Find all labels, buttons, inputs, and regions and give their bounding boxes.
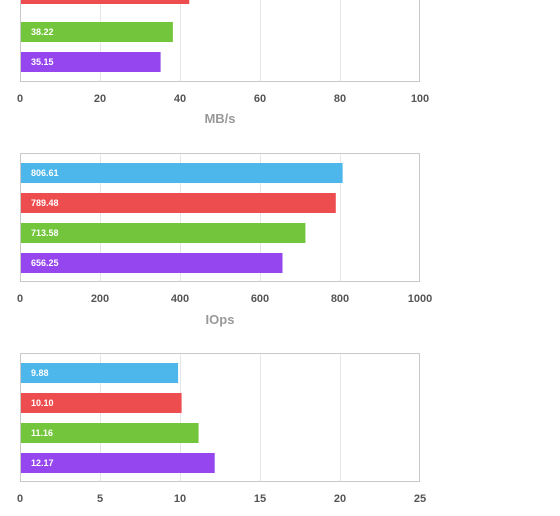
x-axis-title: IOps [206,312,235,327]
x-tick-label: 0 [17,293,23,305]
bar-latency-2 [21,423,199,443]
bar-value-label: 806.61 [31,168,59,178]
bar-value-label: 11.16 [31,428,53,438]
bar-value-label: 38.22 [31,27,54,37]
x-tick-label: 20 [94,93,106,105]
bar-value-label: 12.17 [31,458,54,468]
x-tick-label: 800 [331,293,349,305]
bar-latency-1 [21,393,182,413]
x-tick-label: 1000 [408,293,432,305]
plot-frame [20,153,420,282]
bar-value-label: 789.48 [31,198,59,208]
x-tick-label: 80 [334,93,346,105]
bar-value-label: 713.58 [31,228,59,238]
x-tick-label: 0 [17,493,23,505]
bar-value-label: 9.88 [31,368,49,378]
x-axis-title: MB/s [204,111,235,126]
bar-latency-3 [21,453,215,473]
bar-latency-0 [21,363,179,383]
bar-iops-1 [21,193,336,213]
bar-throughput-3 [21,52,161,72]
bar-iops-3 [21,253,283,273]
x-tick-label: 400 [171,293,189,305]
x-tick-label: 600 [251,293,269,305]
bar-iops-2 [21,223,306,243]
x-tick-label: 200 [91,293,109,305]
x-tick-label: 40 [174,93,186,105]
x-tick-label: 5 [97,493,103,505]
plot-frame [20,353,420,482]
x-tick-label: 60 [254,93,266,105]
x-tick-label: 0 [17,93,23,105]
bar-value-label: 10.10 [31,398,54,408]
bar-iops-0 [21,163,343,183]
bar-value-label: 35.15 [31,57,54,67]
chart-panel-iops: 806.61 789.48 713.58 656.25 0 200 400 600 800 100… [17,153,432,327]
x-tick-label: 10 [174,493,186,505]
bar-throughput-2 [21,22,173,42]
bar-throughput-1 [21,0,190,4]
x-tick-label: 15 [254,493,266,505]
bar-value-label: 656.25 [31,258,59,268]
plot-frame [20,0,420,82]
chart-panel-latency: 9.88 10.10 11.16 12.17 0 5 10 15 20 25 [17,353,426,505]
x-tick-label: 100 [411,93,429,105]
x-tick-label: 25 [414,493,426,505]
x-tick-label: 20 [334,493,346,505]
